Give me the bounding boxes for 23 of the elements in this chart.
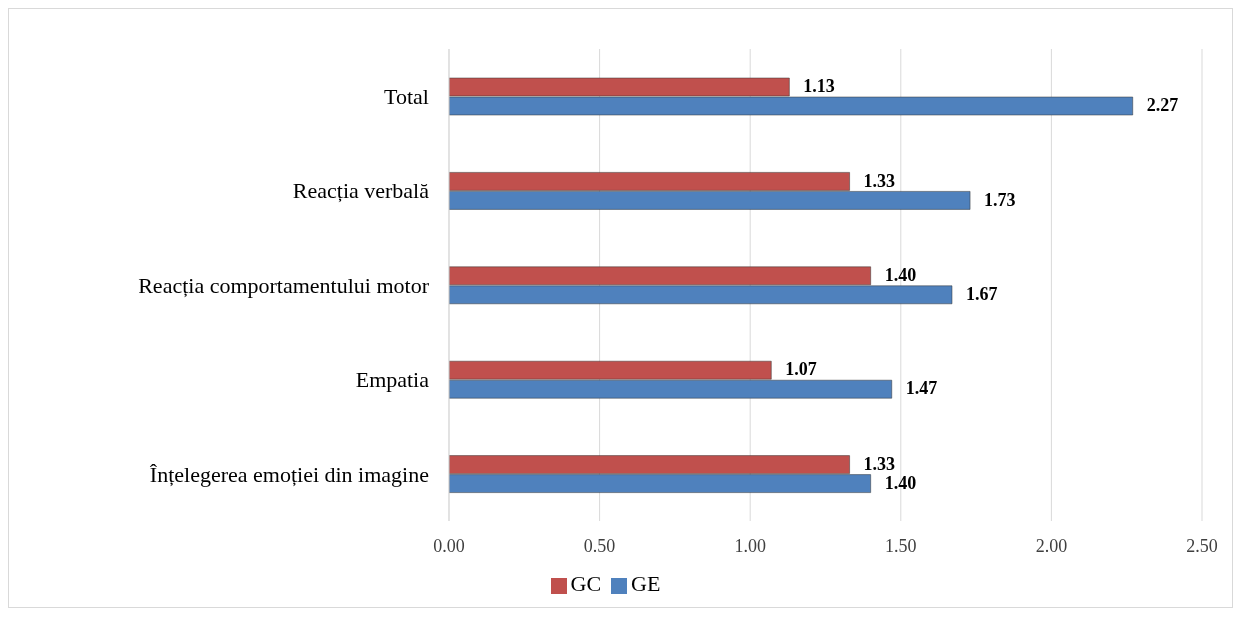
data-label: 1.73 (984, 189, 1016, 210)
legend-label: GC (570, 571, 602, 596)
data-label: 1.47 (905, 378, 938, 399)
data-label: 1.33 (863, 170, 896, 191)
data-label: 1.13 (803, 76, 835, 97)
data-label: 1.07 (785, 359, 817, 380)
y-tick-label: Total (384, 84, 429, 110)
y-tick-label: Reacția comportamentului motor (138, 272, 430, 298)
x-tick-label: 1.00 (734, 535, 766, 556)
legend-label: GE (631, 571, 661, 596)
data-label: 1.40 (884, 264, 917, 285)
y-tick-label: Înțelegerea emoției din imagine (149, 461, 429, 487)
data-label: 1.33 (863, 453, 896, 474)
data-label: 1.67 (966, 283, 998, 304)
x-tick-label: 2.00 (1035, 535, 1068, 556)
x-tick-label: 0.00 (433, 535, 465, 556)
x-tick-label: 0.50 (583, 535, 616, 556)
x-tick-label: 1.50 (885, 535, 917, 556)
x-tick-label: 2.50 (1186, 535, 1218, 556)
y-tick-label: Empatia (355, 367, 430, 393)
y-tick-label: Reacția verbală (292, 178, 430, 204)
data-label: 2.27 (1146, 95, 1179, 116)
data-label: 1.40 (884, 472, 917, 493)
